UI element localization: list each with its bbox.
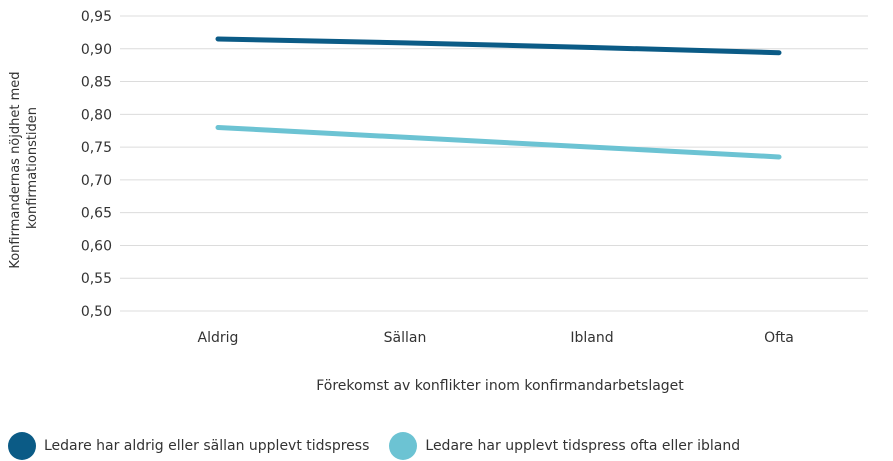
x-tick-label: Ofta [764,330,794,346]
y-axis-label-line-2: konfirmationstiden [25,107,40,229]
y-tick-label: 0,65 [81,206,112,222]
grid-lines [120,16,868,311]
y-tick-label: 0,95 [81,9,112,25]
legend-label-series-1: Ledare har aldrig eller sällan upplevt t… [44,438,369,454]
legend-swatch-series-2 [389,432,417,460]
y-axis-ticks: 0,50 0,55 0,60 0,65 0,70 0,75 0,80 0,85 0,90 0,95 [81,9,112,320]
x-tick-label: Sällan [384,330,427,346]
x-tick-label: Aldrig [198,330,239,346]
y-tick-label: 0,70 [81,173,112,189]
legend-item-series-2: Ledare har upplevt tidspress ofta eller … [389,432,740,460]
y-tick-label: 0,90 [81,42,112,58]
y-tick-label: 0,85 [81,75,112,91]
legend-item-series-1: Ledare har aldrig eller sällan upplevt t… [8,432,369,460]
y-tick-label: 0,80 [81,107,112,123]
legend-label-series-2: Ledare har upplevt tidspress ofta eller … [425,438,740,454]
series-line-2 [218,127,779,157]
y-tick-label: 0,60 [81,238,112,254]
series-line-1 [218,39,779,53]
y-axis-label-line-1: Konfirmandernas nöjdhet med [8,71,23,268]
x-axis-label: Förekomst av konflikter inom konfirmanda… [316,378,684,394]
legend: Ledare har aldrig eller sällan upplevt t… [8,432,760,460]
x-axis-ticks: Aldrig Sällan Ibland Ofta [198,330,794,346]
series-lines [218,39,779,157]
x-tick-label: Ibland [570,330,613,346]
y-tick-label: 0,50 [81,304,112,320]
legend-swatch-series-1 [8,432,36,460]
y-tick-label: 0,75 [81,140,112,156]
y-tick-label: 0,55 [81,271,112,287]
y-axis-label: Konfirmandernas nöjdhet med konfirmation… [8,67,40,268]
